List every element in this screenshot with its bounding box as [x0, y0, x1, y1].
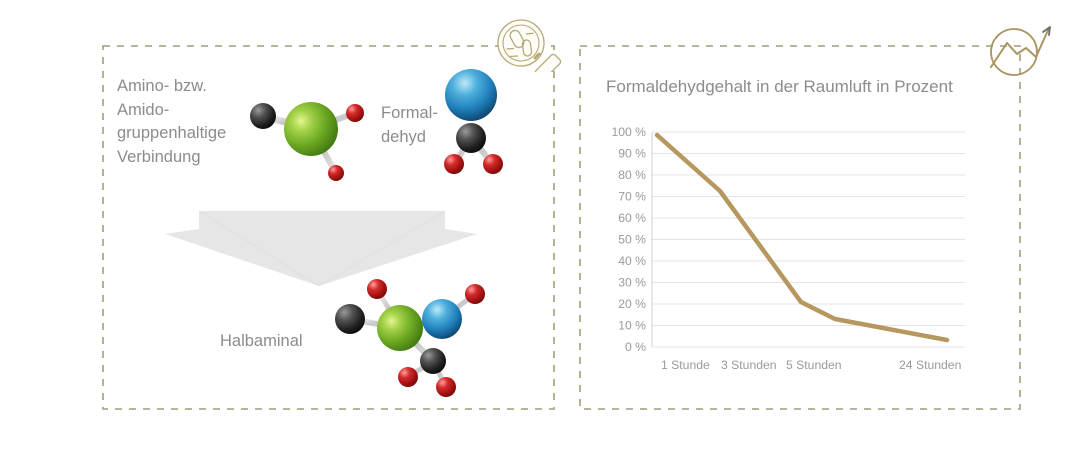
svg-text:90 %: 90 %: [618, 147, 646, 161]
svg-text:30 %: 30 %: [618, 276, 646, 290]
svg-text:10 %: 10 %: [618, 319, 646, 333]
svg-text:100 %: 100 %: [611, 125, 646, 139]
svg-text:5 Stunden: 5 Stunden: [786, 358, 842, 372]
svg-text:40 %: 40 %: [618, 254, 646, 268]
svg-text:24 Stunden: 24 Stunden: [899, 358, 961, 372]
svg-text:80 %: 80 %: [618, 168, 646, 182]
svg-text:0 %: 0 %: [625, 340, 646, 354]
svg-text:1 Stunde: 1 Stunde: [661, 358, 710, 372]
svg-text:20 %: 20 %: [618, 297, 646, 311]
svg-text:60 %: 60 %: [618, 211, 646, 225]
svg-text:50 %: 50 %: [618, 233, 646, 247]
svg-text:70 %: 70 %: [618, 190, 646, 204]
svg-text:3 Stunden: 3 Stunden: [721, 358, 777, 372]
